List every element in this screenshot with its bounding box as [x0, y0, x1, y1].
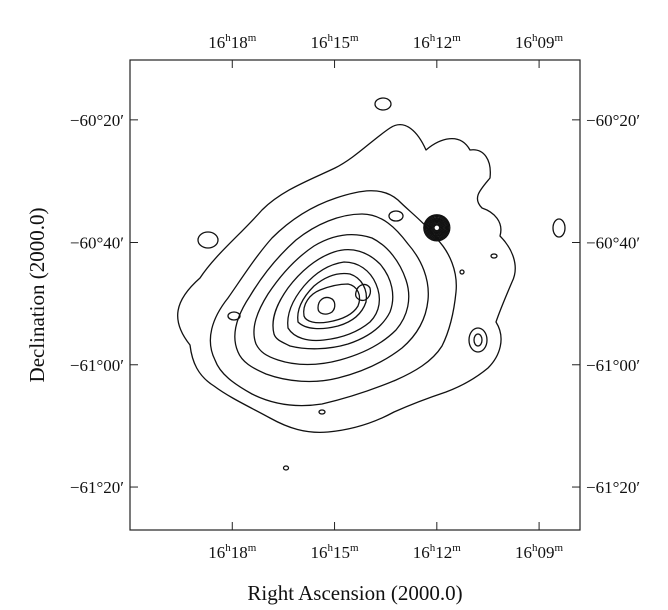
x-ticks-bottom: 16h18m 16h15m 16h12m 16h09m: [208, 522, 564, 562]
isolated-contour-west: [197, 231, 219, 249]
bright-source-core: [434, 225, 440, 231]
bright-point-source: [423, 214, 451, 242]
compact-source-outer: [468, 327, 488, 353]
x-tick-label-top-2: 16h12m: [413, 32, 462, 52]
bright-source-ring: [433, 224, 441, 232]
contour-layer: [177, 97, 566, 471]
bright-source-ring: [431, 222, 442, 233]
contour-level-6: [287, 261, 381, 342]
y-axis-label: Declination (2000.0): [25, 208, 49, 383]
x-tick-label-bottom-0: 16h18m: [208, 542, 256, 562]
x-tick-label-bottom-3: 16h09m: [515, 542, 564, 562]
isolated-contour-east: [552, 218, 566, 238]
x-tick-label-top-0: 16h18m: [208, 32, 256, 52]
contour-level-8: [303, 283, 361, 324]
bright-source-ring: [426, 217, 448, 239]
x-ticks-top: 16h18m 16h15m 16h12m 16h09m: [208, 32, 564, 68]
x-tick-label-top-1: 16h15m: [311, 32, 360, 52]
y-ticks-right: −60°20′ −60°40′ −61°00′ −61°20′: [572, 111, 640, 497]
isolated-contour-southmid: [318, 409, 326, 415]
bright-source-ring: [427, 218, 447, 238]
y-tick-label-left-0: −60°20′: [70, 111, 124, 130]
compact-source-inner: [473, 333, 483, 347]
y-ticks-left: −60°20′ −60°40′ −61°00′ −61°20′: [70, 111, 138, 497]
contour-level-4: [253, 234, 410, 366]
contour-level-3: [234, 213, 429, 383]
isolated-contour-inner-north: [388, 210, 404, 222]
isolated-contour-east-small: [490, 253, 498, 259]
y-tick-label-left-2: −61°00′: [70, 356, 124, 375]
contour-level-5: [272, 249, 394, 350]
bright-source-ring: [423, 214, 451, 242]
x-tick-label-bottom-1: 16h15m: [311, 542, 360, 562]
y-tick-label-right-0: −60°20′: [586, 111, 640, 130]
y-tick-label-right-3: −61°20′: [586, 478, 640, 497]
isolated-contour-left: [227, 311, 241, 321]
bright-source-ring: [429, 220, 444, 235]
y-tick-label-right-1: −60°40′: [586, 233, 640, 252]
plot-frame: [129, 59, 581, 531]
bright-source-ring: [425, 216, 449, 240]
bright-source-ring: [428, 219, 445, 236]
y-tick-label-right-2: −61°00′: [586, 356, 640, 375]
y-tick-label-left-1: −60°40′: [70, 233, 124, 252]
x-tick-label-top-3: 16h09m: [515, 32, 564, 52]
x-axis-label: Right Ascension (2000.0): [247, 581, 462, 605]
bright-source-ring: [424, 215, 450, 241]
x-tick-label-bottom-2: 16h12m: [413, 542, 462, 562]
contour-level-1: [177, 124, 516, 434]
isolated-contour-south: [282, 465, 290, 471]
bright-source-ring: [430, 221, 443, 234]
isolated-contour-north: [374, 97, 392, 111]
isolated-contour-east-dot: [459, 269, 465, 275]
y-tick-label-left-3: −61°20′: [70, 478, 124, 497]
contour-peak-west: [317, 296, 336, 315]
contour-level-2: [209, 190, 457, 407]
contour-peak-east: [354, 283, 372, 302]
